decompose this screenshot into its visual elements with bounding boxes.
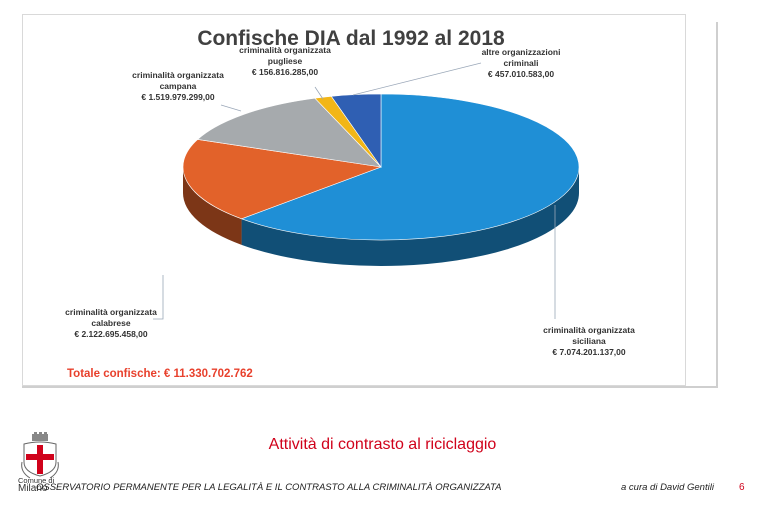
slice-name-label: pugliese — [268, 56, 303, 66]
leader-line-criminalita-organizzata-pugliese — [314, 86, 324, 100]
logo-text: Comune di — [18, 476, 55, 485]
slice-name-label: campana — [160, 81, 197, 91]
slice-name-label: altre organizzazioni — [482, 47, 561, 57]
pie-slice-criminalita-organizzata-siciliana — [240, 93, 580, 241]
slice-value-label: € 156.816.285,00 — [252, 67, 318, 77]
panel-shadow — [716, 22, 718, 388]
slice-name-label: siciliana — [572, 336, 606, 346]
leader-line-criminalita-organizzata-calabrese — [153, 275, 164, 320]
leader-line-criminalita-organizzata-campana — [220, 104, 242, 112]
panel-shadow — [22, 386, 718, 388]
slice-name-label: criminalità organizzata — [239, 45, 331, 55]
slice-name-label: criminalità organizzata — [132, 70, 224, 80]
pie-slice-criminalita-organizzata-calabrese — [182, 139, 382, 220]
slice-value-label: € 7.074.201.137,00 — [552, 347, 626, 357]
slice-value-label: € 457.010.583,00 — [488, 69, 554, 79]
logo-text: Milano — [18, 483, 48, 494]
slice-name-label: criminalità organizzata — [543, 325, 635, 335]
pie-chart: Confische DIA dal 1992 al 2018 criminali… — [65, 27, 635, 380]
chart-total: Totale confische: € 11.330.702.762 — [67, 368, 253, 380]
slice-value-label: € 1.519.979.299,00 — [141, 92, 215, 102]
city-coat-of-arms-icon — [21, 432, 59, 479]
footer-author: a cura di David Gentili — [621, 482, 714, 493]
pie-slice-criminalita-organizzata-campana — [197, 97, 382, 168]
pie-side-criminalita-organizzata-calabrese — [183, 167, 242, 245]
slice-name-label: criminali — [504, 58, 539, 68]
leader-line-altre-organizzazioni-criminali — [352, 62, 482, 96]
chart-panel: Confische DIA dal 1992 al 2018 criminali… — [22, 14, 686, 386]
slice-name-label: criminalità organizzata — [65, 307, 157, 317]
footer-organization: OSSERVATORIO PERMANENTE PER LA LEGALITÀ … — [36, 482, 502, 493]
slice-name-label: calabrese — [91, 318, 130, 328]
page-number: 6 — [739, 482, 745, 493]
chart-title: Confische DIA dal 1992 al 2018 — [197, 27, 505, 50]
slice-value-label: € 2.122.695.458,00 — [74, 329, 148, 339]
pie-side-criminalita-organizzata-siciliana — [241, 167, 579, 266]
slide-subtitle: Attività di contrasto al riciclaggio — [268, 436, 497, 453]
